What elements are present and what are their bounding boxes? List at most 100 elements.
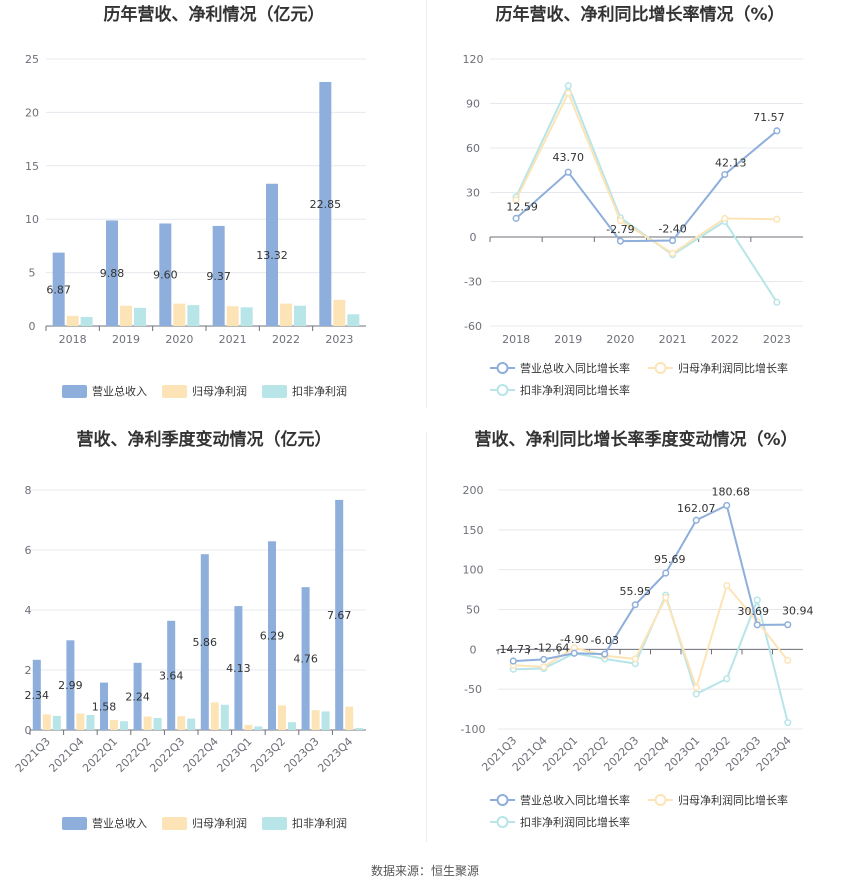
bar-data-label: 7.67 [327, 609, 352, 622]
bar-data-label: 4.76 [293, 653, 318, 666]
chart-title: 营收、净利同比增长率季度变动情况（%） [474, 429, 797, 450]
bar-deducted-profit [120, 721, 128, 730]
bar-net-profit [76, 713, 85, 730]
legend-label: 营业总收入 [92, 384, 147, 398]
bar-revenue [319, 81, 332, 326]
x-tick-label: 2018 [59, 333, 87, 346]
bar-data-label: 9.60 [153, 269, 178, 282]
bar-deducted-profit [355, 727, 364, 730]
bar-data-label: 5.86 [193, 636, 218, 649]
line-data-label: -2.40 [658, 223, 686, 236]
bar-data-label: 2.24 [125, 690, 150, 703]
quarterly-revenue-profit-svg: 营收、净利季度变动情况（亿元） 0 2 4 6 8 2021Q3 2.34 2021Q4 2.99… [13, 429, 366, 830]
x-tick-label: 2018 [502, 333, 530, 346]
y-tick-label: 50 [466, 604, 480, 617]
x-tick-label: 2023Q2 [248, 735, 288, 775]
line-data-label: 95.69 [654, 553, 686, 566]
quarterly-growth-rate-svg: 营收、净利同比增长率季度变动情况（%）-100-5005010015020020… [461, 429, 814, 829]
legend-swatch-marker [654, 362, 667, 374]
chart-title: 营收、净利季度变动情况（亿元） [77, 429, 332, 450]
y-tick-label: 120 [463, 53, 484, 66]
annual-growth-rate-chart: 历年营收、净利同比增长率情况（%） -60 -30 0 30 60 90 120 2018 201… [428, 0, 850, 415]
legend-label: 归母净利润 [192, 816, 247, 830]
x-tick-label: 2023 [325, 333, 353, 346]
bar-revenue [106, 220, 118, 326]
annual-revenue-profit-chart: 历年营收、净利情况（亿元） 0 5 10 15 20 25 2018 6.87 2019 9.88 2… [0, 0, 425, 415]
bar-revenue [266, 183, 278, 326]
legend-swatch-marker [496, 362, 509, 374]
x-tick-label: 2021 [659, 333, 687, 346]
legend-swatch [62, 817, 87, 830]
chart-title: 历年营收、净利同比增长率情况（%） [495, 4, 784, 25]
series-point [631, 601, 639, 609]
x-tick-label: 2023Q4 [315, 735, 355, 775]
bar-deducted-profit [52, 715, 61, 730]
series-point [564, 168, 572, 176]
line-data-label: 12.59 [506, 200, 537, 213]
bar-data-label: 2.99 [58, 679, 83, 692]
x-tick-label: 2020 [165, 333, 193, 346]
vertical-divider-top [426, 0, 427, 408]
y-tick-label: 0 [470, 231, 477, 244]
bar-revenue [66, 640, 75, 730]
x-tick-label: 2022 [272, 333, 300, 346]
series-point [753, 596, 761, 604]
series-point [723, 582, 731, 590]
line-data-label: 71.57 [753, 111, 785, 124]
series-line-revenue [513, 503, 788, 663]
bar-net-profit [311, 710, 320, 730]
x-tick-label: 2019 [112, 333, 140, 346]
bar-deducted-profit [187, 718, 196, 730]
annual-growth-rate-svg: 历年营收、净利同比增长率情况（%） -60 -30 0 30 60 90 120 2018 201… [463, 4, 803, 397]
series-point [564, 89, 572, 97]
series-point [669, 237, 677, 245]
series-point [570, 649, 578, 657]
legend-swatch-marker [654, 794, 667, 806]
bar-revenue [301, 587, 310, 730]
series-point [784, 621, 792, 629]
y-tick-label: 10 [25, 213, 39, 226]
bar-deducted-profit [347, 314, 360, 326]
legend-label: 扣非净利润同比增长率 [520, 815, 630, 829]
x-tick-label: 2022Q3 [147, 735, 187, 775]
x-tick-label: 2022Q4 [181, 735, 221, 775]
bar-data-label: 9.88 [100, 267, 125, 280]
bar-net-profit [333, 299, 346, 326]
legend-label: 扣非净利润 [292, 816, 347, 830]
x-tick-label: 2022Q1 [80, 735, 120, 775]
y-tick-label: 2 [25, 664, 32, 677]
bar-net-profit [110, 720, 118, 730]
legend-swatch [162, 817, 187, 830]
bar-deducted-profit [153, 718, 162, 730]
bar-deducted-profit [288, 722, 296, 730]
bar-deducted-profit [187, 305, 200, 326]
line-data-label: -6.03 [591, 634, 619, 647]
series-point [616, 217, 624, 225]
bar-deducted-profit [321, 711, 330, 730]
y-tick-label: 25 [25, 53, 39, 66]
series-point [540, 663, 548, 671]
series-point [669, 249, 677, 257]
bar-data-label: 2.34 [25, 689, 50, 702]
series-point [692, 516, 700, 524]
series-point [692, 690, 700, 698]
data-source-note: 数据来源：恒生聚源 [370, 864, 479, 878]
x-tick-label: 2020 [606, 333, 634, 346]
y-tick-label: 200 [463, 484, 484, 497]
bar-net-profit [120, 305, 132, 326]
bar-deducted-profit [134, 307, 146, 326]
series-point [512, 214, 520, 222]
y-tick-label: 8 [25, 484, 32, 497]
legend-label: 营业总收入同比增长率 [520, 361, 630, 375]
legend-label: 扣非净利润同比增长率 [520, 383, 630, 397]
y-tick-label: 30 [466, 187, 480, 200]
bar-revenue [212, 225, 225, 326]
x-tick-label: 2023Q1 [214, 735, 254, 775]
line-data-label: 162.07 [677, 502, 716, 515]
series-point [723, 501, 731, 509]
x-tick-label: 2021Q3 [13, 735, 53, 775]
x-tick-label: 2021Q4 [46, 735, 86, 775]
bar-data-label: 4.13 [226, 662, 251, 675]
bar-revenue [100, 682, 108, 730]
legend-swatch-marker [496, 384, 509, 396]
